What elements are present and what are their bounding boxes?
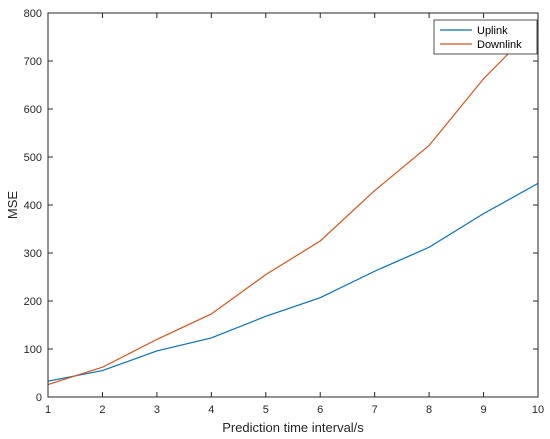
x-tick-label: 5: [263, 404, 269, 416]
x-tick-label: 7: [372, 404, 378, 416]
y-tick-label: 200: [24, 296, 42, 308]
y-tick-label: 600: [24, 104, 42, 116]
x-tick-label: 8: [426, 404, 432, 416]
legend-label-downlink: Downlink: [477, 39, 522, 51]
y-axis-ticks: 0 100 200 300 400 500 600 700 800: [24, 8, 538, 404]
y-axis-label: MSE: [5, 191, 20, 220]
x-tick-label: 1: [45, 404, 51, 416]
series-layer: [47, 23, 539, 386]
x-axis-label: Prediction time interval/s: [222, 420, 364, 435]
y-tick-label: 400: [24, 200, 42, 212]
series-line-downlink: [47, 23, 539, 386]
series-line-uplink: [47, 182, 539, 382]
legend: Uplink Downlink: [433, 19, 538, 55]
x-tick-label: 4: [208, 404, 214, 416]
legend-label-uplink: Uplink: [477, 25, 508, 37]
plot-area: [48, 13, 538, 397]
x-tick-label: 6: [317, 404, 323, 416]
x-tick-label: 3: [154, 404, 160, 416]
y-tick-label: 0: [36, 392, 42, 404]
x-axis-ticks: 1 2 3 4 5 6 7 8 9 10: [45, 13, 544, 416]
y-tick-label: 100: [24, 344, 42, 356]
y-tick-label: 700: [24, 56, 42, 68]
y-tick-label: 300: [24, 248, 42, 260]
y-tick-label: 500: [24, 152, 42, 164]
y-tick-label: 800: [24, 8, 42, 20]
legend-box: [433, 19, 538, 55]
x-tick-label: 2: [99, 404, 105, 416]
x-tick-label: 9: [480, 404, 486, 416]
x-tick-label: 10: [532, 404, 544, 416]
